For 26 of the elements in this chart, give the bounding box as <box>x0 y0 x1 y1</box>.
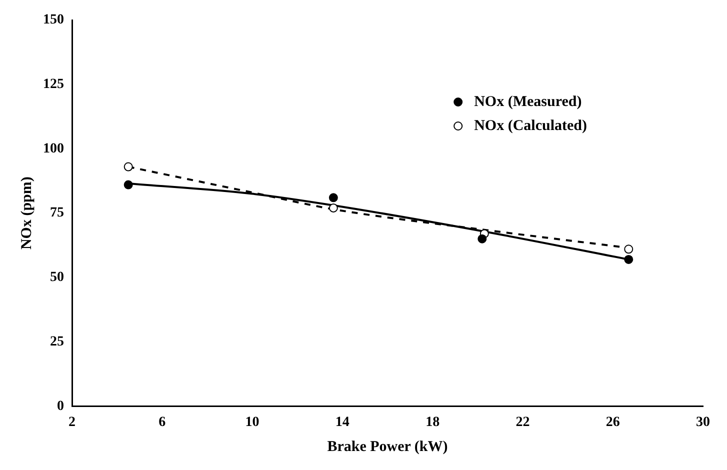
x-tick-label: 6 <box>158 415 166 430</box>
y-tick-label: 0 <box>57 398 64 414</box>
y-tick-label: 50 <box>50 270 64 286</box>
x-tick-label: 22 <box>516 415 530 430</box>
x-tick-label: 18 <box>426 415 440 430</box>
legend-label: NOx (Calculated) <box>474 118 588 134</box>
point <box>124 180 133 190</box>
x-tick-label: 26 <box>606 415 620 430</box>
y-tick-label: 25 <box>50 334 64 350</box>
y-tick-label: 150 <box>43 12 64 28</box>
x-tick-label: 2 <box>68 415 76 430</box>
point <box>624 244 634 254</box>
legend-label: NOx (Measured) <box>474 94 582 110</box>
y-axis-title: NOx (ppm) <box>18 176 35 250</box>
point <box>328 193 338 202</box>
point <box>328 203 338 212</box>
y-tick-label: 100 <box>43 141 64 156</box>
x-tick-label: 30 <box>696 415 710 430</box>
x-axis-title: Brake Power (kW) <box>327 438 448 455</box>
y-tick-label: 125 <box>43 76 64 92</box>
x-tick-label: 14 <box>335 415 350 430</box>
point <box>124 162 133 172</box>
point <box>478 234 487 244</box>
point <box>624 254 634 264</box>
y-tick-label: 75 <box>50 206 64 221</box>
x-tick-label: 10 <box>245 415 260 430</box>
